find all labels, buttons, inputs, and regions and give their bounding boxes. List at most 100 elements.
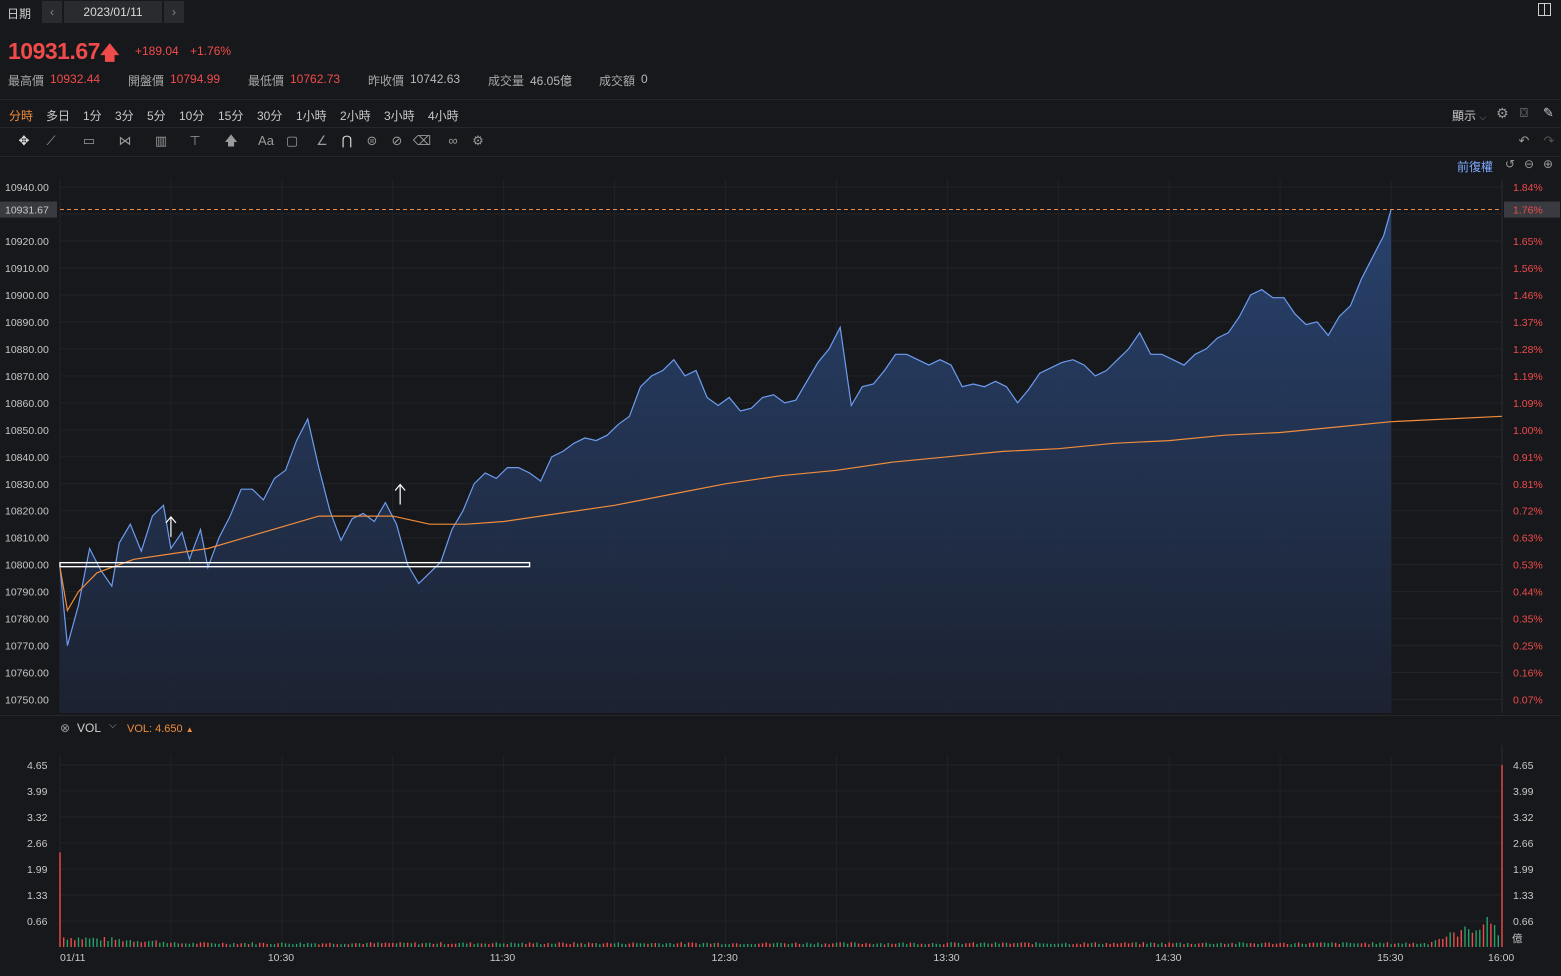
drawings[interactable] [59, 483, 531, 568]
tab-10min[interactable]: 10分 [179, 109, 205, 123]
zoom-in-icon[interactable]: ⊕ [1543, 157, 1554, 171]
volume-bar [122, 941, 124, 947]
tab-3hour[interactable]: 3小時 [384, 109, 415, 123]
fibonacci-icon[interactable]: ▥ [154, 133, 168, 148]
price-tick-label: 10910.00 [5, 263, 49, 275]
date-picker[interactable]: 2023/01/11 [64, 1, 162, 23]
volume-bar [976, 943, 978, 947]
price-tick-label: 10870.00 [5, 371, 49, 383]
price-tick-label: 10880.00 [5, 344, 49, 356]
tab-30min[interactable]: 30分 [257, 109, 283, 123]
reset-icon[interactable]: ↺ [1505, 157, 1516, 171]
tab-intraday[interactable]: 分時 [9, 109, 34, 123]
visibility-icon[interactable]: ∞ [448, 133, 458, 148]
volume-bar [525, 943, 527, 947]
zoom-out-icon[interactable]: ⊖ [1524, 157, 1535, 171]
volume-tick-label: 3.99 [27, 786, 48, 798]
lock-drawing-icon[interactable]: ⊜ [366, 133, 378, 148]
tab-1min[interactable]: 1分 [83, 109, 102, 123]
tab-1hour[interactable]: 1小時 [296, 109, 327, 123]
adjust-mode-button[interactable]: 前復權 [1457, 160, 1494, 174]
price-range-icon[interactable]: ⊤ [189, 133, 201, 148]
comment-icon[interactable]: ▢ [285, 133, 299, 148]
volume-bar [795, 942, 797, 947]
move-icon[interactable]: ✥ [18, 133, 30, 148]
volume-tick-label: 1.33 [27, 890, 48, 902]
volume-bar [732, 943, 734, 947]
redo-icon[interactable]: ↷ [1543, 133, 1555, 148]
text-tool-icon[interactable]: Aa [258, 133, 274, 148]
volume-bar [436, 943, 438, 947]
rectangle-icon[interactable]: ▭ [82, 133, 96, 148]
volume-bar [846, 943, 849, 947]
percent-tick-label: 1.37% [1513, 317, 1543, 329]
volume-bar [1246, 943, 1248, 947]
volume-bar [636, 943, 638, 947]
volume-bar [1020, 942, 1022, 947]
wave-icon[interactable]: ⋈ [118, 133, 132, 148]
volume-bar [576, 943, 579, 947]
volume-bar [1190, 943, 1193, 947]
volume-bar [344, 943, 346, 947]
tab-15min[interactable]: 15分 [218, 109, 244, 123]
volume-bar [1157, 944, 1159, 947]
trend-line-icon[interactable]: ⟋ [46, 133, 56, 148]
tab-4hour[interactable]: 4小時 [428, 109, 459, 123]
volume-bar [865, 943, 867, 947]
volume-bar [255, 944, 257, 947]
volume-bar [1460, 930, 1462, 947]
volume-bar [1061, 943, 1063, 947]
ruler-icon[interactable]: ∠ [316, 133, 328, 148]
volume-bar [968, 943, 971, 947]
next-date-button[interactable]: › [164, 1, 184, 23]
trash-icon[interactable]: ⌫ [412, 133, 432, 148]
volume-bar [1046, 943, 1048, 947]
camera-icon[interactable]: ⌼ [1520, 105, 1528, 120]
volume-bar [1290, 944, 1292, 947]
volume-bar [591, 943, 594, 947]
prev-date-button[interactable]: ‹ [42, 1, 62, 23]
percent-tick-label: 0.91% [1513, 452, 1543, 464]
volume-bar [425, 942, 427, 947]
volume-bar [347, 944, 350, 947]
volume-bar [1342, 942, 1344, 947]
tab-multi-day[interactable]: 多日 [46, 109, 71, 123]
volume-bar [1397, 943, 1400, 947]
pencil-icon[interactable]: ✎ [1543, 105, 1554, 120]
undo-icon[interactable]: ↶ [1518, 133, 1530, 148]
volume-bar [883, 944, 886, 947]
indicator-chevron-icon[interactable]: ⌵ [109, 720, 117, 731]
arrow-up-drawing [394, 483, 406, 505]
volume-bar [573, 942, 575, 947]
volume-bar [632, 942, 634, 947]
display-menu[interactable]: 顯示 ⌵ [1452, 109, 1487, 123]
volume-bar [1501, 765, 1503, 947]
percent-tick-label: 1.19% [1513, 371, 1543, 383]
arrow-up-tool-icon[interactable]: 🡅 [224, 133, 238, 148]
volume-bar [639, 943, 642, 947]
volume-bar [321, 943, 324, 947]
drawing-settings-icon[interactable]: ⚙ [472, 133, 484, 148]
volume-bar [1482, 924, 1485, 947]
hide-drawing-icon[interactable]: ⊘ [391, 133, 403, 148]
volume-bar [540, 944, 542, 947]
magnet-icon[interactable]: ⋂ [341, 133, 353, 148]
turnover-label: 成交額 [599, 74, 636, 88]
volume-bar [140, 942, 142, 947]
tab-5min[interactable]: 5分 [147, 109, 166, 123]
volume-value: 46.05億 [530, 74, 573, 88]
settings-gear-icon[interactable]: ⚙ [1496, 105, 1509, 121]
volume-bar [554, 943, 557, 947]
volume-bar [236, 944, 239, 947]
tab-3min[interactable]: 3分 [115, 109, 134, 123]
volume-bar [724, 944, 727, 947]
volume-bar [987, 943, 989, 947]
indicator-name[interactable]: VOL [77, 721, 102, 735]
tab-2hour[interactable]: 2小時 [340, 109, 371, 123]
close-indicator-icon[interactable]: ⊗ [60, 721, 71, 735]
split-window-icon[interactable] [1538, 3, 1551, 16]
volume-bar [1076, 943, 1078, 947]
percent-tick-label: 0.25% [1513, 641, 1543, 653]
volume-bar [1212, 944, 1215, 947]
